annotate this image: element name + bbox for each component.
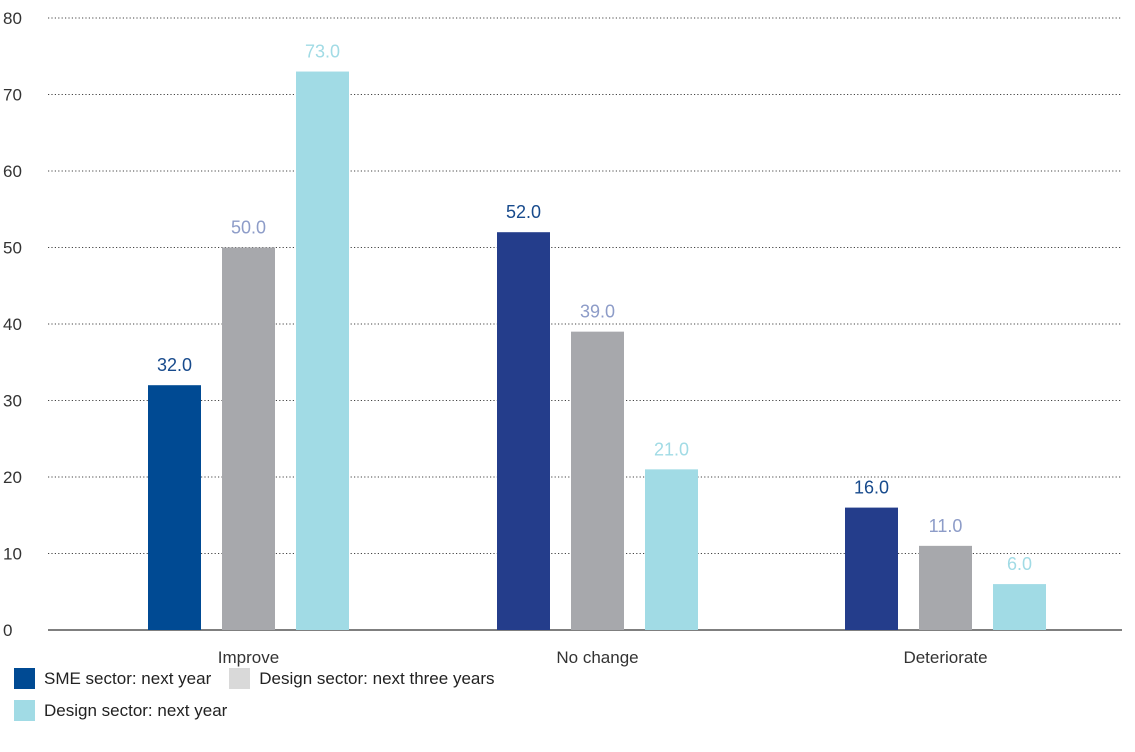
value-labels: 32.0 50.0 73.0 52.0 39.0 21.0 16.0 11.0 6.0 bbox=[157, 42, 1032, 575]
bar-no-change-sme-sector-next-year bbox=[497, 232, 550, 630]
y-tick-label-80: 80 bbox=[3, 9, 22, 28]
bar-improve-design-sector-next-year bbox=[296, 71, 349, 631]
value-label-improve-sme-sector-next-year: 32.0 bbox=[157, 355, 192, 375]
x-tick-label-deteriorate: Deteriorate bbox=[903, 648, 987, 667]
value-label-improve-design-sector-next-three-years: 50.0 bbox=[231, 218, 266, 238]
x-tick-label-improve: Improve bbox=[218, 648, 279, 667]
legend-item-design-next-year: Design sector: next year bbox=[14, 700, 227, 721]
bars bbox=[148, 71, 1046, 631]
y-tick-label-70: 70 bbox=[3, 86, 22, 105]
y-tick-label-10: 10 bbox=[3, 545, 22, 564]
legend-row-2: Design sector: next year bbox=[14, 700, 245, 721]
x-tick-label-no-change: No change bbox=[556, 648, 638, 667]
value-label-no-change-design-sector-next-three-years: 39.0 bbox=[580, 302, 615, 322]
bar-improve-design-sector-next-three-years bbox=[222, 247, 275, 630]
legend-item-design-three-years: Design sector: next three years bbox=[229, 668, 495, 689]
legend-label-sme-next-year: SME sector: next year bbox=[44, 668, 212, 688]
bar-improve-sme-sector-next-year bbox=[148, 385, 201, 630]
legend-label-design-next-year: Design sector: next year bbox=[44, 700, 228, 720]
legend-item-sme-next-year: SME sector: next year bbox=[14, 668, 211, 689]
bar-deteriorate-sme-sector-next-year bbox=[845, 507, 898, 630]
legend-swatch-design-three-years bbox=[229, 668, 251, 689]
value-label-deteriorate-design-sector-next-three-years: 11.0 bbox=[929, 516, 963, 536]
value-label-deteriorate-design-sector-next-year: 6.0 bbox=[1007, 554, 1032, 574]
bar-chart: 0 10 20 30 40 50 60 70 80 32.0 50.0 73.0 52.0 39.0 21… bbox=[3, 9, 1122, 667]
y-tick-label-20: 20 bbox=[3, 468, 22, 487]
value-label-improve-design-sector-next-year: 73.0 bbox=[305, 42, 340, 62]
bar-no-change-design-sector-next-year bbox=[645, 469, 698, 630]
value-label-deteriorate-sme-sector-next-year: 16.0 bbox=[854, 478, 889, 498]
bar-no-change-design-sector-next-three-years bbox=[571, 331, 624, 630]
y-axis-ticks: 0 10 20 30 40 50 60 70 80 bbox=[3, 9, 22, 640]
value-label-no-change-sme-sector-next-year: 52.0 bbox=[506, 202, 541, 222]
legend-row-1: SME sector: next year Design sector: nex… bbox=[14, 668, 513, 689]
bar-deteriorate-design-sector-next-three-years bbox=[919, 545, 972, 630]
legend-swatch-design-next-year bbox=[14, 700, 35, 721]
y-tick-label-0: 0 bbox=[3, 621, 12, 640]
y-tick-label-40: 40 bbox=[3, 315, 22, 334]
legend-swatch-sme-next-year bbox=[14, 668, 35, 689]
value-label-no-change-design-sector-next-year: 21.0 bbox=[654, 439, 689, 459]
x-axis-ticks: Improve No change Deteriorate bbox=[218, 648, 988, 667]
bar-deteriorate-design-sector-next-year bbox=[993, 584, 1046, 630]
y-tick-label-60: 60 bbox=[3, 162, 22, 181]
y-tick-label-50: 50 bbox=[3, 239, 22, 258]
legend-label-design-three-years: Design sector: next three years bbox=[259, 668, 495, 688]
y-tick-label-30: 30 bbox=[3, 392, 22, 411]
